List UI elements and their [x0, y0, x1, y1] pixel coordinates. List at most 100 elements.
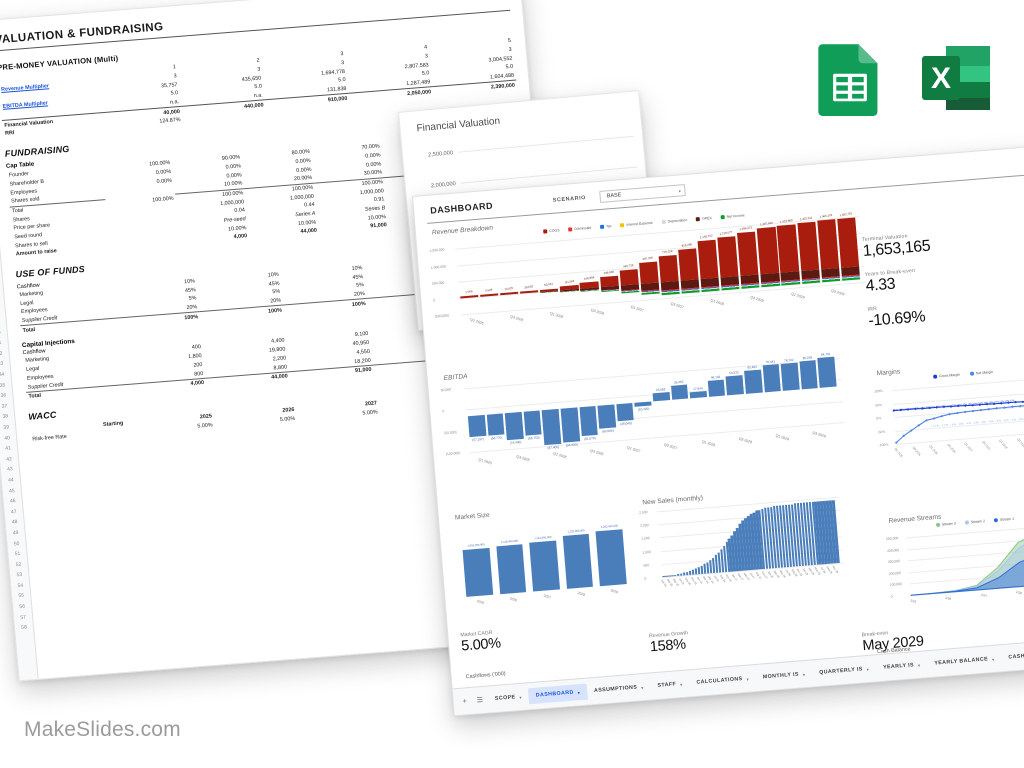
- bar: [670, 384, 689, 401]
- bar: [817, 356, 837, 389]
- chevron-down-icon: ▾: [802, 671, 806, 677]
- y-tick: (50,000): [443, 429, 457, 435]
- tab-monthly-is[interactable]: MONTHLY IS ▾: [755, 665, 813, 685]
- legend-item: OPEX: [696, 216, 712, 222]
- bar-value-label: 1,232,900,000: [567, 528, 585, 534]
- sheet-tab-bar[interactable]: + ☰ SCOPE ▾ DASHBOARD ▾ ASSUMPTIONS ▾ STAFF…: [452, 637, 1024, 716]
- legend-item: Stream 2: [964, 519, 985, 525]
- scenario-dropdown[interactable]: BASE ▾: [599, 184, 687, 203]
- tab-cashflow[interactable]: CASHFLOW▾: [1001, 646, 1024, 666]
- bar: [816, 219, 839, 269]
- bar: [523, 410, 542, 436]
- tab-yearly-balance[interactable]: YEARLY BALANCE ▾: [927, 650, 1002, 672]
- legend-item: Stream 3: [935, 521, 956, 528]
- revenue-streams-chart: 500,000 400,000 300,000 200,000 100,000 0 1/25…: [886, 519, 1024, 619]
- bar-value-label: 778,329: [661, 248, 673, 255]
- margins-chart: 100% 50% 0% -50% -100% 24% 24% 24% 24% 23% 23…: [874, 371, 1024, 471]
- scenario-value: BASE: [606, 192, 622, 200]
- x-tick: Q3 2025: [509, 314, 525, 323]
- chevron-down-icon: ▾: [746, 676, 750, 682]
- bar-negative: [680, 278, 700, 295]
- bar-value-label: 17,644: [693, 386, 703, 392]
- bar-value-label: 65,462: [747, 365, 758, 370]
- legend-label: Gross Margin: [938, 372, 961, 379]
- bar: [462, 547, 493, 597]
- dashboard-sheet[interactable]: DASHBOARD SCENARIO BASE ▾ Revenue Breakd…: [412, 145, 1024, 717]
- bar-negative: [540, 290, 559, 293]
- bar-value-label: 169,894: [583, 275, 595, 281]
- bar-value-label: 1,150,752: [699, 233, 714, 239]
- y-tick: 0: [433, 297, 436, 303]
- bar-value-label: 54,525: [729, 370, 739, 376]
- x-tick: Q1 2025: [469, 317, 485, 326]
- scenario-label: SCENARIO: [552, 195, 587, 204]
- ebitda-card: EBITDA 50,000 0 (50,000) (100,000) (57,197)(…: [439, 343, 847, 495]
- tab-assumptions[interactable]: ASSUMPTIONS ▾: [586, 678, 651, 699]
- add-sheet-icon[interactable]: +: [462, 697, 468, 706]
- bar: [717, 235, 739, 278]
- x-tick: Q3 2027: [663, 442, 679, 451]
- legend-label: Stream 1: [999, 516, 1015, 522]
- watermark: MakeSlides.com: [24, 718, 181, 741]
- legend-label: Interest Expense: [626, 220, 653, 227]
- bar: [616, 403, 635, 422]
- bar-value-label: (66,750): [528, 435, 540, 441]
- tab-quarterly-is[interactable]: QUARTERLY IS ▾: [812, 660, 877, 681]
- bar-value-label: (57,197): [472, 436, 484, 442]
- x-tick: Q1 2025: [478, 457, 493, 466]
- market-cagr-value: 5.00%: [460, 635, 502, 655]
- bar: [495, 543, 527, 595]
- revenue-streams-card: Revenue Streams Stream 3 Stream 2 Stream…: [884, 504, 1024, 643]
- bar-value-label: 298,600: [603, 269, 614, 275]
- bar-negative: [620, 283, 640, 294]
- revenue-growth-value: 158%: [649, 636, 687, 656]
- bar: [597, 404, 616, 429]
- bar: [562, 533, 594, 589]
- bar: [744, 369, 763, 395]
- bar: [737, 231, 759, 276]
- kpi-column: Terminal Valuation 1,653,165 Years to Br…: [862, 223, 1024, 342]
- legend-item: Tax: [599, 224, 612, 230]
- tab-yearly-is[interactable]: YEARLY IS ▾: [876, 656, 929, 676]
- row-number[interactable]: 58: [21, 624, 28, 632]
- x-tick: Q3 2028: [737, 436, 753, 445]
- tab-label: QUARTERLY IS: [819, 666, 864, 676]
- legend-item: Net Income: [720, 213, 745, 220]
- bar-value-label: 60,661: [544, 282, 554, 288]
- all-sheets-icon[interactable]: ☰: [476, 696, 484, 705]
- bar-value-label: 1,141,500,000: [534, 535, 552, 540]
- bar: [678, 247, 699, 281]
- bar-value-label: 1,210,577: [719, 229, 733, 236]
- bar-negative: [640, 281, 660, 295]
- years-to-break-even-kpi: Years to Break-even 4.33: [865, 257, 1024, 295]
- x-tick: 2026: [509, 596, 519, 603]
- tab-dashboard[interactable]: DASHBOARD ▾: [528, 683, 588, 705]
- x-tick: Q1 2027: [626, 445, 641, 454]
- legend-label: Dismissals: [574, 225, 592, 232]
- x-tick: 2029: [610, 588, 619, 595]
- bar-value-label: 80,239: [802, 355, 813, 361]
- bar-value-label: (10,420): [637, 406, 650, 412]
- tab-calculations[interactable]: CALCULATIONS ▾: [689, 670, 757, 691]
- bar: [725, 375, 744, 396]
- revenue-breakdown-card: Revenue Breakdown COGS Dismissals Tax In…: [428, 195, 870, 369]
- tab-label: YEARLY BALANCE: [934, 656, 989, 667]
- bar: [542, 409, 562, 446]
- bar-value-label: 1,262,400,000: [600, 524, 619, 530]
- y-tick: 1,500: [641, 536, 650, 542]
- x-tick: Q1 2029: [790, 291, 805, 300]
- tab-staff[interactable]: STAFF ▾: [650, 675, 690, 694]
- bar-negative: [580, 286, 599, 292]
- microsoft-excel-icon[interactable]: X: [920, 40, 990, 116]
- market-size-chart: 1,091,200,000 2025 1,116,400,000 2026 1,141,…: [451, 510, 636, 620]
- revenue-growth-stat: Revenue Growth 158%: [649, 630, 690, 655]
- google-sheets-icon[interactable]: [816, 40, 884, 116]
- y-tick: 50,000: [440, 387, 452, 393]
- y-tick: 2,500,000: [427, 149, 454, 158]
- dashboard-body: Revenue Breakdown COGS Dismissals Tax In…: [415, 174, 1024, 680]
- chevron-down-icon: ▾: [679, 681, 683, 687]
- tab-scope[interactable]: SCOPE ▾: [487, 688, 529, 707]
- app-icons: X: [816, 40, 990, 116]
- bar-value-label: (63,060): [602, 428, 614, 434]
- y-tick: (500,000): [434, 313, 450, 319]
